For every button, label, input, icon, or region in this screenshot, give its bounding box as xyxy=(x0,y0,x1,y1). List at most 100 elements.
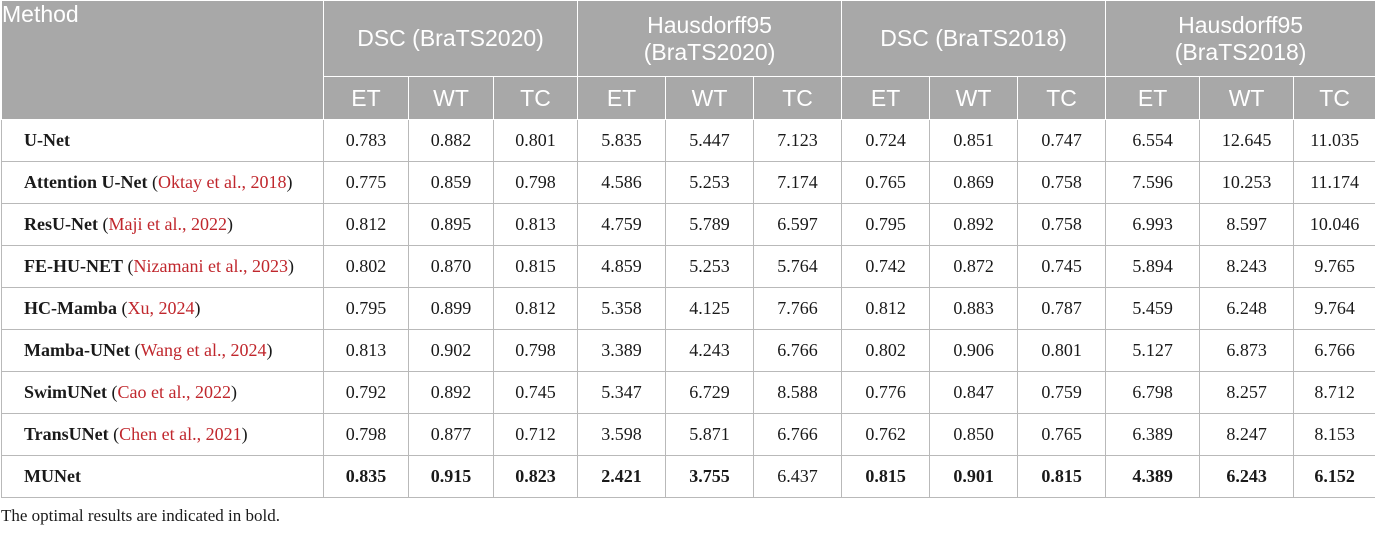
group-header-row: Method DSC (BraTS2020) Hausdorff95 (BraT… xyxy=(1,0,1375,120)
value-cell: 10.253 xyxy=(1199,161,1295,204)
value-cell: 0.895 xyxy=(408,203,494,246)
method-cell: U-Net xyxy=(1,119,324,162)
table-row: Mamba-UNet (Wang et al., 2024) 0.813 0.902… xyxy=(1,329,1375,372)
citation-link[interactable]: Wang et al., 2024 xyxy=(140,340,267,360)
value-cell: 10.046 xyxy=(1293,203,1375,246)
value-cell: 0.813 xyxy=(492,203,579,246)
value-cell: 0.758 xyxy=(1017,203,1107,246)
method-name: Mamba-UNet xyxy=(24,340,130,360)
value-cell: 8.153 xyxy=(1293,413,1375,456)
value-cell: 0.802 xyxy=(323,245,409,288)
value-cell: 0.712 xyxy=(492,413,579,456)
table-row: MUNet 0.835 0.915 0.823 2.421 3.755 6.437 0.815… xyxy=(1,455,1375,498)
value-cell: 0.787 xyxy=(1017,287,1107,330)
value-cell: 6.873 xyxy=(1199,329,1295,372)
value-cell: 5.253 xyxy=(665,245,755,288)
table-row: FE-HU-NET (Nizamani et al., 2023) 0.802 0.… xyxy=(1,245,1375,288)
value-cell: 0.798 xyxy=(492,329,579,372)
sub-header: ET xyxy=(1105,76,1201,120)
value-cell: 0.877 xyxy=(408,413,494,456)
value-cell: 4.859 xyxy=(577,245,667,288)
group-header-dsc-brats2020: DSC (BraTS2020) xyxy=(322,0,579,77)
value-cell: 0.835 xyxy=(323,455,409,498)
value-cell: 6.597 xyxy=(753,203,843,246)
method-cell: SwimUNet (Cao et al., 2022) xyxy=(1,371,324,414)
value-cell: 0.795 xyxy=(323,287,409,330)
value-cell: 0.815 xyxy=(841,455,931,498)
value-cell: 12.645 xyxy=(1199,119,1295,162)
value-cell: 6.993 xyxy=(1105,203,1201,246)
value-cell: 7.174 xyxy=(753,161,843,204)
method-name: U-Net xyxy=(24,130,70,150)
table-footnote: The optimal results are indicated in bol… xyxy=(1,506,281,525)
table-row: ResU-Net (Maji et al., 2022) 0.812 0.895 0.… xyxy=(1,203,1375,246)
value-cell: 0.883 xyxy=(929,287,1019,330)
value-cell: 0.802 xyxy=(841,329,931,372)
value-cell: 0.882 xyxy=(408,119,494,162)
method-name: HC-Mamba xyxy=(24,298,117,318)
sub-header: WT xyxy=(929,76,1019,120)
value-cell: 5.347 xyxy=(577,371,667,414)
method-name: Attention U-Net xyxy=(24,172,148,192)
value-cell: 3.598 xyxy=(577,413,667,456)
value-cell: 6.437 xyxy=(753,455,843,498)
method-cell: HC-Mamba (Xu, 2024) xyxy=(1,287,324,330)
sub-header: TC xyxy=(1293,76,1375,120)
value-cell: 0.783 xyxy=(323,119,409,162)
sub-header: TC xyxy=(1017,76,1107,120)
value-cell: 0.792 xyxy=(323,371,409,414)
sub-header: ET xyxy=(841,76,931,120)
value-cell: 0.870 xyxy=(408,245,494,288)
value-cell: 0.801 xyxy=(492,119,579,162)
value-cell: 0.762 xyxy=(841,413,931,456)
value-cell: 0.812 xyxy=(492,287,579,330)
value-cell: 11.035 xyxy=(1293,119,1375,162)
value-cell: 0.892 xyxy=(929,203,1019,246)
value-cell: 0.813 xyxy=(323,329,409,372)
citation-link[interactable]: Maji et al., 2022 xyxy=(108,214,227,234)
value-cell: 0.847 xyxy=(929,371,1019,414)
results-table: Method DSC (BraTS2020) Hausdorff95 (BraT… xyxy=(1,0,1375,498)
citation-link[interactable]: Xu, 2024 xyxy=(127,298,195,318)
value-cell: 5.835 xyxy=(577,119,667,162)
value-cell: 0.869 xyxy=(929,161,1019,204)
method-cell: Mamba-UNet (Wang et al., 2024) xyxy=(1,329,324,372)
table-row: TransUNet (Chen et al., 2021) 0.798 0.877 0… xyxy=(1,413,1375,456)
citation-link[interactable]: Cao et al., 2022 xyxy=(117,382,231,402)
value-cell: 0.815 xyxy=(1017,455,1107,498)
citation-link[interactable]: Oktay et al., 2018 xyxy=(157,172,287,192)
value-cell: 6.243 xyxy=(1199,455,1295,498)
sub-header: TC xyxy=(492,76,579,120)
value-cell: 6.248 xyxy=(1199,287,1295,330)
value-cell: 4.759 xyxy=(577,203,667,246)
value-cell: 6.554 xyxy=(1105,119,1201,162)
group-header-hd95-brats2020: Hausdorff95 (BraTS2020) xyxy=(577,0,843,77)
value-cell: 0.745 xyxy=(1017,245,1107,288)
method-name: TransUNet xyxy=(24,424,109,444)
value-cell: 0.798 xyxy=(492,161,579,204)
method-name: MUNet xyxy=(24,466,81,486)
value-cell: 0.815 xyxy=(492,245,579,288)
sub-header: TC xyxy=(753,76,843,120)
value-cell: 0.776 xyxy=(841,371,931,414)
value-cell: 0.812 xyxy=(841,287,931,330)
citation-link[interactable]: Nizamani et al., 2023 xyxy=(133,256,288,276)
value-cell: 0.851 xyxy=(929,119,1019,162)
value-cell: 5.871 xyxy=(665,413,755,456)
value-cell: 8.257 xyxy=(1199,371,1295,414)
value-cell: 5.459 xyxy=(1105,287,1201,330)
value-cell: 0.795 xyxy=(841,203,931,246)
value-cell: 9.764 xyxy=(1293,287,1375,330)
value-cell: 0.758 xyxy=(1017,161,1107,204)
sub-header: ET xyxy=(323,76,409,120)
citation-link[interactable]: Chen et al., 2021 xyxy=(119,424,242,444)
value-cell: 0.747 xyxy=(1017,119,1107,162)
value-cell: 9.765 xyxy=(1293,245,1375,288)
value-cell: 2.421 xyxy=(577,455,667,498)
method-cell: TransUNet (Chen et al., 2021) xyxy=(1,413,324,456)
group-header-dsc-brats2018: DSC (BraTS2018) xyxy=(841,0,1107,77)
method-cell: MUNet xyxy=(1,455,324,498)
value-cell: 4.125 xyxy=(665,287,755,330)
value-cell: 7.596 xyxy=(1105,161,1201,204)
value-cell: 0.872 xyxy=(929,245,1019,288)
